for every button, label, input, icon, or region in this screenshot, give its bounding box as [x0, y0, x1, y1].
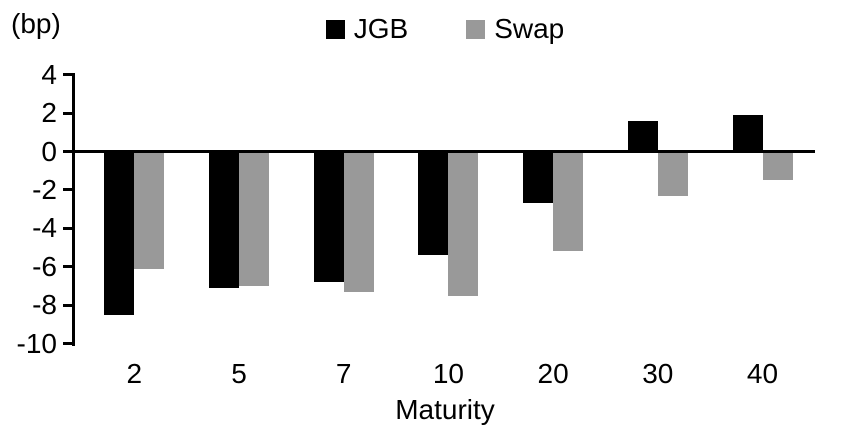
- legend-item-jgb: JGB: [325, 13, 409, 44]
- bar-swap-7: [343, 151, 374, 292]
- x-axis-tick-label: 10: [432, 358, 464, 389]
- y-axis-line: [72, 73, 75, 346]
- y-axis-tick-mark: [63, 73, 75, 77]
- bar-jgb-30: [627, 120, 658, 152]
- x-axis-tick-label: 5: [231, 358, 247, 389]
- bar-swap-2: [134, 151, 165, 269]
- legend-label-jgb: JGB: [353, 13, 409, 44]
- bar-swap-30: [657, 151, 688, 196]
- y-axis-tick-mark: [63, 188, 75, 192]
- jgb-swatch-icon: [325, 19, 345, 39]
- zero-baseline: [75, 150, 815, 153]
- y-axis-tick-mark: [63, 226, 75, 230]
- bar-swap-5: [239, 151, 269, 286]
- legend-label-swap: Swap: [494, 13, 565, 44]
- x-axis-tick-label: 20: [537, 358, 569, 389]
- x-axis-tick-label: 2: [126, 358, 143, 389]
- legend-item-swap: Swap: [466, 14, 564, 44]
- y-axis-unit-label: (bp): [11, 8, 61, 39]
- x-axis-tick-label: 40: [746, 358, 779, 389]
- bar-jgb-40: [732, 115, 763, 152]
- y-axis-tick-mark: [63, 342, 75, 345]
- bar-swap-20: [553, 151, 584, 252]
- swap-swatch-icon: [466, 19, 486, 39]
- bar-jgb-5: [209, 151, 239, 288]
- x-axis-tick-label: 30: [642, 358, 674, 389]
- bar-swap-10: [448, 151, 479, 296]
- y-axis-tick-label: -4: [32, 212, 57, 244]
- y-axis-tick-label: -6: [32, 250, 57, 282]
- y-axis-tick-label: 0: [41, 135, 57, 167]
- y-axis-tick-label: -2: [32, 173, 57, 205]
- y-axis-tick-mark: [63, 150, 75, 153]
- bar-jgb-2: [104, 151, 135, 315]
- y-axis-tick-label: 2: [41, 97, 57, 129]
- y-axis-tick-label: -10: [16, 327, 57, 359]
- legend: JGB Swap: [75, 14, 815, 44]
- x-axis-title: Maturity: [395, 394, 495, 425]
- y-axis-tick-label: 4: [41, 58, 57, 90]
- bar-jgb-10: [418, 151, 449, 256]
- x-axis-tick-label: 7: [335, 358, 352, 389]
- bar-jgb-20: [523, 151, 554, 204]
- y-axis-tick-label: -8: [32, 289, 57, 321]
- y-axis-tick-mark: [63, 265, 75, 269]
- bar-swap-40: [762, 151, 793, 181]
- bar-jgb-7: [313, 151, 344, 283]
- y-axis-tick-mark: [63, 303, 75, 307]
- y-axis-tick-mark: [63, 111, 75, 115]
